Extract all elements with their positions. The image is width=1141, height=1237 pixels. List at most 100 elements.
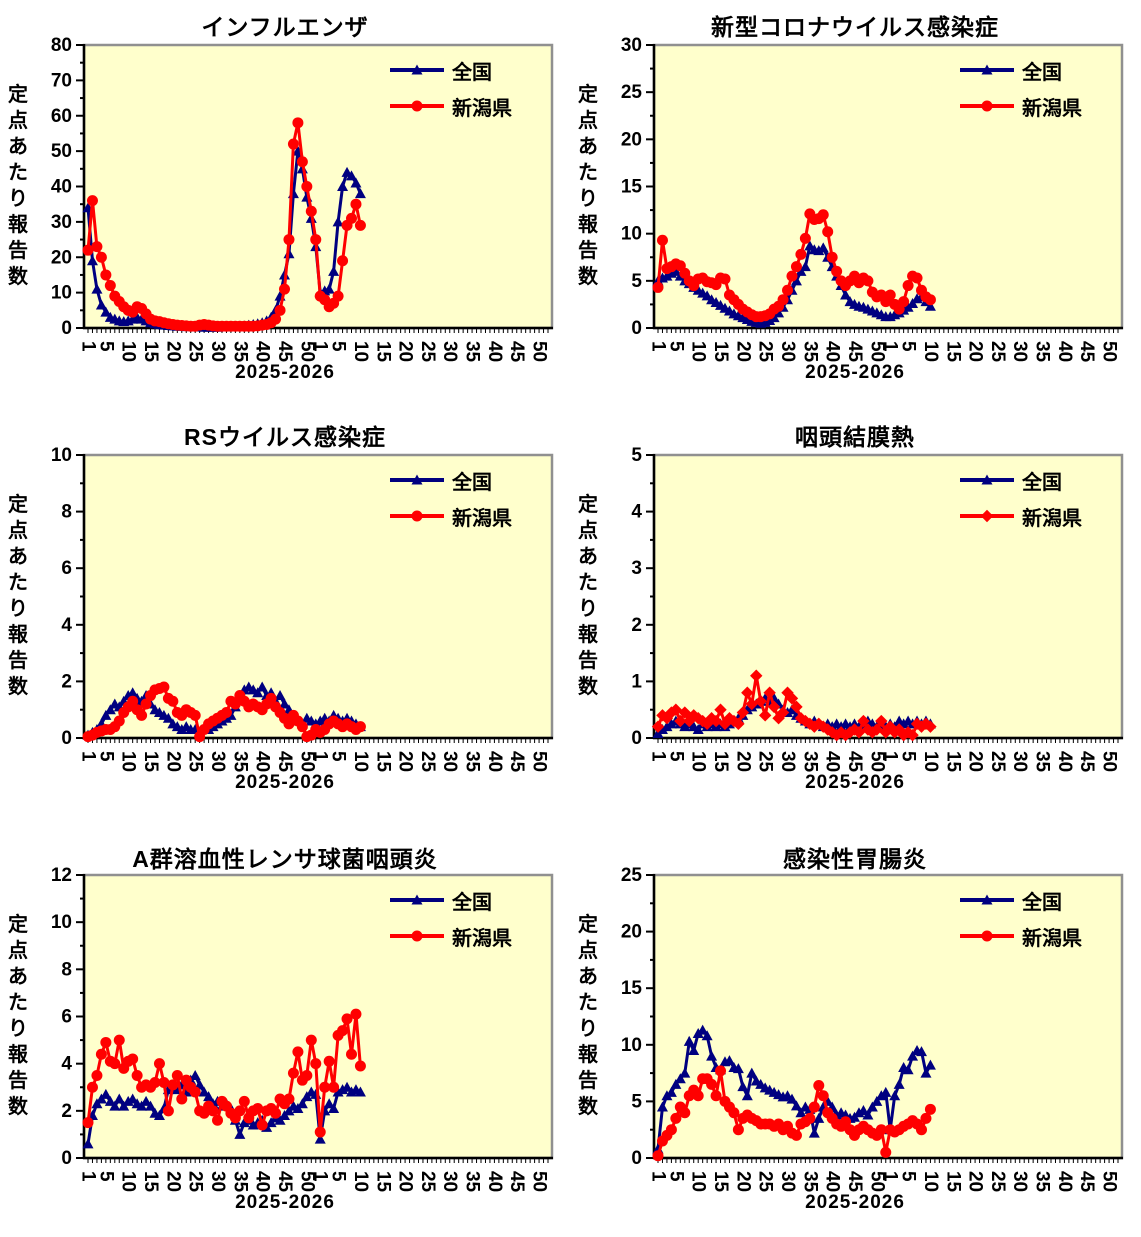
svg-text:0: 0 xyxy=(631,728,642,749)
legend-label: 新潟県 xyxy=(452,507,512,530)
svg-text:40: 40 xyxy=(252,1171,273,1192)
svg-text:50: 50 xyxy=(529,751,550,772)
svg-text:10: 10 xyxy=(621,1035,642,1056)
svg-text:40: 40 xyxy=(484,751,505,772)
chart-covid19: 0 5 10 15 20 25 30 1 5 10 15 20 25 30 35 40 45 50 1 5 10 15 20… xyxy=(570,0,1141,410)
chart-gastroenteritis: 0 5 10 15 20 25 1 5 10 15 20 25 30 35 40 45 50 1 5 10 15 20 25… xyxy=(570,820,1141,1237)
svg-text:60: 60 xyxy=(51,106,72,127)
legend-item-national: 全国 xyxy=(958,462,1082,498)
svg-text:25: 25 xyxy=(987,751,1008,773)
svg-text:45: 45 xyxy=(1076,341,1097,363)
svg-text:45: 45 xyxy=(1076,1171,1097,1193)
svg-text:15: 15 xyxy=(710,1171,731,1193)
svg-text:50: 50 xyxy=(296,341,317,362)
svg-text:35: 35 xyxy=(799,341,820,363)
svg-text:15: 15 xyxy=(942,751,963,773)
y-axis-title: 定点あたり報告数 xyxy=(8,494,28,698)
svg-text:0: 0 xyxy=(61,728,72,749)
svg-text:5: 5 xyxy=(665,751,686,762)
svg-text:25: 25 xyxy=(621,865,643,886)
svg-text:20: 20 xyxy=(965,751,986,772)
svg-text:5: 5 xyxy=(898,341,919,352)
svg-text:10: 10 xyxy=(118,1171,139,1192)
svg-text:30: 30 xyxy=(207,1171,228,1192)
svg-text:40: 40 xyxy=(484,341,505,362)
svg-text:5: 5 xyxy=(95,341,116,352)
svg-text:10: 10 xyxy=(920,1171,941,1192)
legend-label: 全国 xyxy=(452,61,492,84)
national-series-swatch xyxy=(960,474,1014,485)
svg-text:50: 50 xyxy=(1099,751,1120,772)
svg-text:6: 6 xyxy=(61,558,72,579)
legend-label: 全国 xyxy=(1022,891,1062,914)
svg-text:12: 12 xyxy=(51,865,72,886)
legend: 全国 新潟県 xyxy=(958,462,1082,534)
svg-text:20: 20 xyxy=(965,341,986,362)
svg-text:35: 35 xyxy=(799,751,820,773)
svg-text:25: 25 xyxy=(417,751,438,773)
svg-text:35: 35 xyxy=(462,751,483,773)
legend-label: 全国 xyxy=(452,471,492,494)
svg-text:1: 1 xyxy=(310,751,331,762)
svg-text:2: 2 xyxy=(61,1101,72,1122)
svg-text:2: 2 xyxy=(61,671,72,692)
svg-text:8: 8 xyxy=(61,502,72,523)
svg-text:1: 1 xyxy=(880,751,901,762)
national-series-swatch xyxy=(390,474,444,485)
legend: 全国 新潟県 xyxy=(958,52,1082,124)
x-axis-title: 2025-2026 xyxy=(235,362,335,383)
national-series-swatch xyxy=(390,64,444,75)
svg-text:1: 1 xyxy=(310,341,331,352)
svg-text:15: 15 xyxy=(372,1171,393,1193)
svg-text:30: 30 xyxy=(1009,751,1030,772)
svg-text:10: 10 xyxy=(51,912,72,933)
svg-text:0: 0 xyxy=(631,1148,642,1169)
svg-text:5: 5 xyxy=(631,271,642,292)
national-series-swatch xyxy=(960,894,1014,905)
svg-text:15: 15 xyxy=(710,341,731,363)
svg-text:50: 50 xyxy=(51,141,72,162)
x-axis-title: 2025-2026 xyxy=(805,362,905,383)
svg-text:40: 40 xyxy=(51,177,72,198)
svg-text:3: 3 xyxy=(631,558,642,579)
svg-text:35: 35 xyxy=(1032,341,1053,363)
svg-text:15: 15 xyxy=(372,341,393,363)
svg-text:50: 50 xyxy=(296,751,317,772)
y-axis-title: 定点あたり報告数 xyxy=(8,914,28,1118)
svg-text:5: 5 xyxy=(631,1091,642,1112)
svg-text:40: 40 xyxy=(1054,751,1075,772)
svg-text:45: 45 xyxy=(274,1171,295,1193)
niigata-series-swatch xyxy=(960,509,1014,523)
svg-text:1: 1 xyxy=(78,751,99,762)
niigata-series-swatch xyxy=(390,930,444,942)
svg-text:20: 20 xyxy=(162,751,183,772)
svg-text:45: 45 xyxy=(844,751,865,773)
svg-text:25: 25 xyxy=(755,751,776,773)
svg-text:5: 5 xyxy=(631,445,642,466)
svg-text:45: 45 xyxy=(274,341,295,363)
svg-text:4: 4 xyxy=(61,615,72,636)
svg-text:0: 0 xyxy=(61,1148,72,1169)
y-axis-title: 定点あたり報告数 xyxy=(578,494,598,698)
svg-text:15: 15 xyxy=(942,1171,963,1193)
svg-text:25: 25 xyxy=(185,341,206,363)
svg-text:30: 30 xyxy=(207,751,228,772)
legend-item-niigata: 新潟県 xyxy=(388,498,512,534)
svg-text:30: 30 xyxy=(439,341,460,362)
svg-text:70: 70 xyxy=(51,70,72,91)
svg-text:5: 5 xyxy=(665,1171,686,1182)
x-axis-title: 2025-2026 xyxy=(235,772,335,793)
svg-text:10: 10 xyxy=(51,445,72,466)
legend: 全国 新潟県 xyxy=(958,882,1082,954)
legend-item-national: 全国 xyxy=(388,882,512,918)
svg-text:40: 40 xyxy=(822,341,843,362)
chart-rs-virus: 0 2 4 6 8 10 1 5 10 15 20 25 30 35 40 45 50 1 5 10 15 20 25 30 3… xyxy=(0,410,570,820)
niigata-series-swatch xyxy=(960,930,1014,942)
svg-text:40: 40 xyxy=(822,1171,843,1192)
x-axis-title: 2025-2026 xyxy=(235,1192,335,1213)
niigata-series-swatch xyxy=(960,100,1014,112)
legend-label: 新潟県 xyxy=(1022,97,1082,120)
svg-text:25: 25 xyxy=(185,751,206,773)
national-series-swatch xyxy=(390,894,444,905)
chart-title: 感染性胃腸炎 xyxy=(783,846,927,872)
